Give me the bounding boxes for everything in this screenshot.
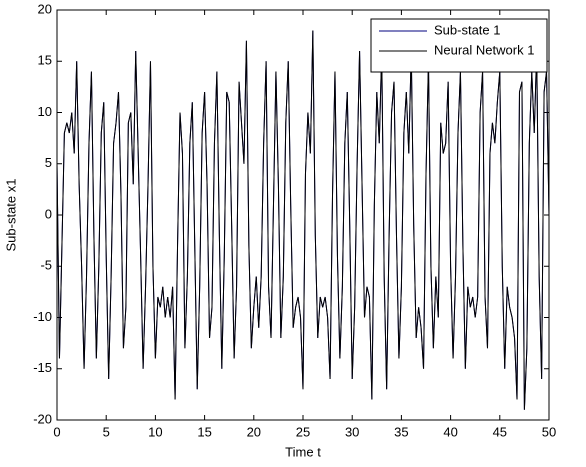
- y-tick-label: 10: [38, 104, 52, 119]
- data-line: [56, 30, 550, 410]
- x-tick-label: 50: [542, 424, 556, 439]
- x-tick-label: 45: [493, 424, 507, 439]
- y-tick-label: -5: [40, 258, 52, 273]
- legend-label: Sub-state 1: [434, 22, 501, 37]
- y-tick-label: 15: [38, 53, 52, 68]
- y-tick-label: -10: [33, 309, 52, 324]
- y-tick-label: 5: [45, 155, 52, 170]
- y-axis-label: Sub-state x1: [3, 179, 18, 252]
- legend-box: [370, 18, 548, 73]
- x-tick-label: 20: [247, 424, 261, 439]
- x-tick-label: 35: [394, 424, 408, 439]
- x-tick-label: 0: [53, 424, 60, 439]
- y-tick-label: 20: [38, 1, 52, 16]
- x-tick-label: 30: [345, 424, 359, 439]
- x-tick-label: 10: [148, 424, 162, 439]
- plot-frame: [56, 9, 550, 421]
- x-tick-label: 5: [103, 424, 110, 439]
- y-tick-label: 0: [45, 206, 52, 221]
- y-tick-label: -20: [33, 411, 52, 426]
- y-tick-label: -15: [33, 360, 52, 375]
- x-tick-label: 25: [296, 424, 310, 439]
- x-tick-label: 15: [197, 424, 211, 439]
- x-axis-label: Time t: [285, 444, 321, 459]
- legend-label: Neural Network 1: [434, 42, 534, 57]
- x-tick-label: 40: [443, 424, 457, 439]
